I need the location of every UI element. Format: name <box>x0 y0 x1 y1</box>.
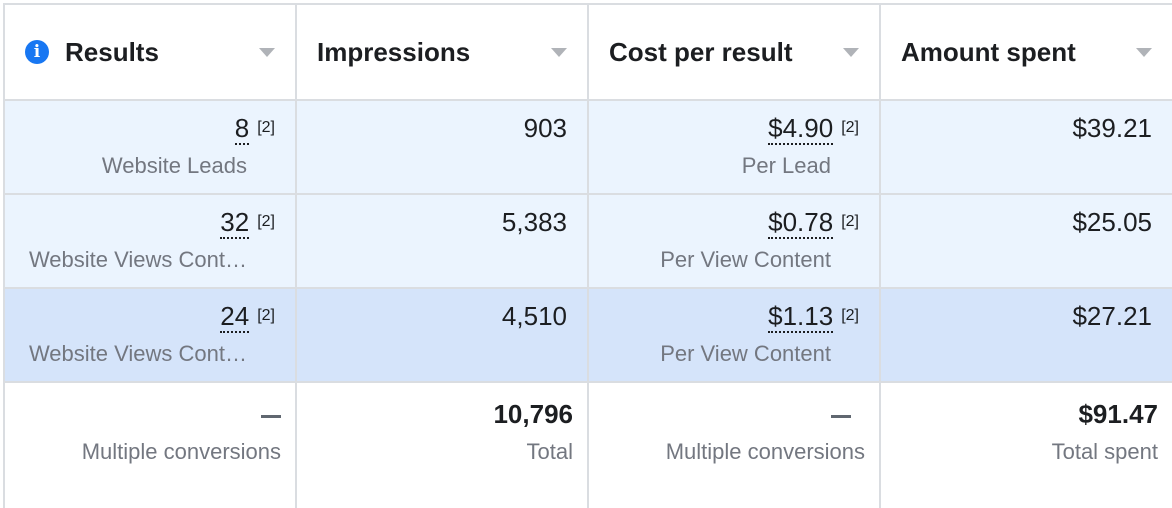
impressions-cell: 903 <box>295 101 587 193</box>
impressions-cell: 4,510 <box>295 289 587 381</box>
cost-value[interactable]: $4.90 <box>768 113 834 145</box>
totals-row: Multiple conversions 10,796 Total Multipl… <box>3 383 1172 508</box>
dash-icon <box>831 414 851 418</box>
column-header-amount-spent[interactable]: Amount spent <box>879 5 1172 99</box>
results-cell: 24 [2] Website Views Cont… <box>3 289 295 381</box>
cost-cell: $4.90 [2] Per Lead <box>587 101 879 193</box>
cost-value[interactable]: $0.78 <box>768 207 834 239</box>
spent-cell: $27.21 <box>879 289 1172 381</box>
table-row[interactable]: 32 [2] Website Views Cont… 5,383 $0.78 [2] P… <box>3 195 1172 289</box>
table-header: i Results Impressions Cost per result Amo… <box>3 5 1172 101</box>
caret-down-icon[interactable] <box>551 47 567 57</box>
dash-icon <box>261 414 281 418</box>
results-value[interactable]: 8 <box>234 113 250 145</box>
caret-down-icon[interactable] <box>843 47 859 57</box>
caret-down-icon[interactable] <box>259 47 275 57</box>
column-header-cost-per-result[interactable]: Cost per result <box>587 5 879 99</box>
column-header-results[interactable]: i Results <box>3 5 295 99</box>
results-cell: 8 [2] Website Leads <box>3 101 295 193</box>
results-cell: 32 [2] Website Views Cont… <box>3 195 295 287</box>
caret-down-icon[interactable] <box>1136 47 1152 57</box>
cost-value[interactable]: $1.13 <box>768 301 834 333</box>
cost-cell: $1.13 [2] Per View Content <box>587 289 879 381</box>
results-value[interactable]: 24 <box>220 301 250 333</box>
results-value[interactable]: 32 <box>220 207 250 239</box>
table-row[interactable]: 24 [2] Website Views Cont… 4,510 $1.13 [2] P… <box>3 289 1172 383</box>
impressions-cell: 5,383 <box>295 195 587 287</box>
results-table: i Results Impressions Cost per result Amo… <box>3 3 1172 508</box>
cost-cell: $0.78 [2] Per View Content <box>587 195 879 287</box>
column-header-impressions[interactable]: Impressions <box>295 5 587 99</box>
info-icon[interactable]: i <box>25 40 49 64</box>
spent-cell: $39.21 <box>879 101 1172 193</box>
spent-cell: $25.05 <box>879 195 1172 287</box>
table-row[interactable]: 8 [2] Website Leads 903 $4.90 [2] Per Lead $… <box>3 101 1172 195</box>
